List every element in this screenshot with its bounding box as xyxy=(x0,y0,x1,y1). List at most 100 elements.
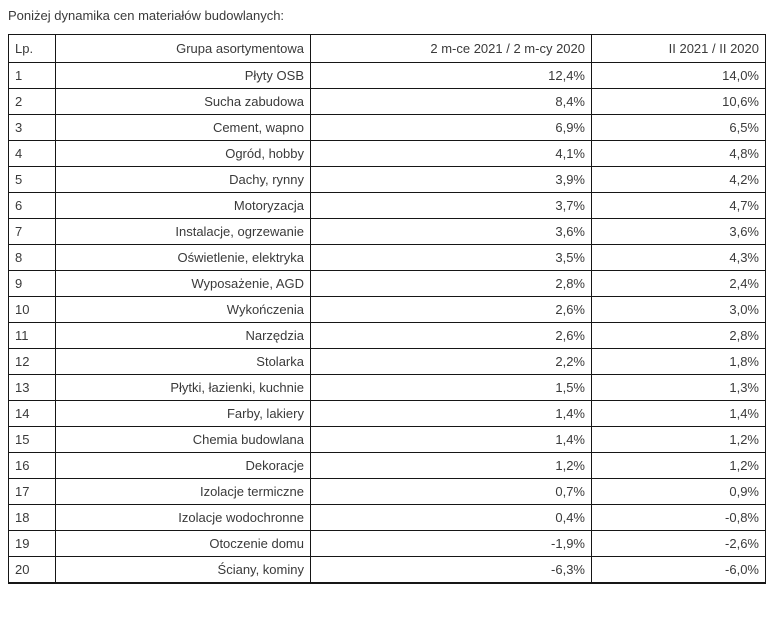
cell-group-name: Otoczenie domu xyxy=(55,530,311,557)
table-row: 13 Płytki, łazienki, kuchnie 1,5% 1,3% xyxy=(8,374,766,401)
cell-lp: 12 xyxy=(8,348,56,375)
cell-feb-change: 1,4% xyxy=(591,400,766,427)
table-row: 9 Wyposażenie, AGD 2,8% 2,4% xyxy=(8,270,766,297)
cell-2m-change: 1,4% xyxy=(310,400,592,427)
cell-group-name: Wykończenia xyxy=(55,296,311,323)
cell-feb-change: 0,9% xyxy=(591,478,766,505)
table-row: 12 Stolarka 2,2% 1,8% xyxy=(8,348,766,375)
cell-group-name: Stolarka xyxy=(55,348,311,375)
cell-lp: 18 xyxy=(8,504,56,531)
cell-feb-change: 3,0% xyxy=(591,296,766,323)
cell-2m-change: 2,2% xyxy=(310,348,592,375)
cell-2m-change: 3,7% xyxy=(310,192,592,219)
cell-feb-change: 4,7% xyxy=(591,192,766,219)
cell-lp: 16 xyxy=(8,452,56,479)
cell-group-name: Farby, lakiery xyxy=(55,400,311,427)
cell-group-name: Sucha zabudowa xyxy=(55,88,311,115)
cell-lp: 6 xyxy=(8,192,56,219)
cell-lp: 13 xyxy=(8,374,56,401)
cell-2m-change: -1,9% xyxy=(310,530,592,557)
cell-group-name: Chemia budowlana xyxy=(55,426,311,453)
cell-feb-change: 4,2% xyxy=(591,166,766,193)
price-dynamics-table: Lp. Grupa asortymentowa 2 m-ce 2021 / 2 … xyxy=(8,34,766,584)
table-row: 15 Chemia budowlana 1,4% 1,2% xyxy=(8,426,766,453)
cell-group-name: Izolacje termiczne xyxy=(55,478,311,505)
cell-2m-change: 0,4% xyxy=(310,504,592,531)
header-row: Lp. Grupa asortymentowa 2 m-ce 2021 / 2 … xyxy=(8,34,766,63)
cell-2m-change: 4,1% xyxy=(310,140,592,167)
cell-lp: 8 xyxy=(8,244,56,271)
cell-group-name: Ściany, kominy xyxy=(55,556,311,584)
cell-feb-change: -6,0% xyxy=(591,556,766,584)
cell-2m-change: 12,4% xyxy=(310,62,592,89)
cell-2m-change: 2,8% xyxy=(310,270,592,297)
table-row: 10 Wykończenia 2,6% 3,0% xyxy=(8,296,766,323)
cell-lp: 7 xyxy=(8,218,56,245)
table-row: 18 Izolacje wodochronne 0,4% -0,8% xyxy=(8,504,766,531)
header-2m-change: 2 m-ce 2021 / 2 m-cy 2020 xyxy=(310,34,592,63)
cell-2m-change: 3,6% xyxy=(310,218,592,245)
cell-2m-change: 1,2% xyxy=(310,452,592,479)
cell-feb-change: 1,2% xyxy=(591,452,766,479)
table-row: 5 Dachy, rynny 3,9% 4,2% xyxy=(8,166,766,193)
table-row: 4 Ogród, hobby 4,1% 4,8% xyxy=(8,140,766,167)
cell-lp: 3 xyxy=(8,114,56,141)
cell-feb-change: 1,8% xyxy=(591,348,766,375)
cell-2m-change: -6,3% xyxy=(310,556,592,584)
cell-lp: 5 xyxy=(8,166,56,193)
cell-2m-change: 1,5% xyxy=(310,374,592,401)
table-row: 6 Motoryzacja 3,7% 4,7% xyxy=(8,192,766,219)
cell-2m-change: 2,6% xyxy=(310,322,592,349)
cell-lp: 17 xyxy=(8,478,56,505)
cell-2m-change: 0,7% xyxy=(310,478,592,505)
table-row: 20 Ściany, kominy -6,3% -6,0% xyxy=(8,556,766,584)
cell-feb-change: 6,5% xyxy=(591,114,766,141)
cell-lp: 4 xyxy=(8,140,56,167)
cell-2m-change: 8,4% xyxy=(310,88,592,115)
cell-group-name: Płytki, łazienki, kuchnie xyxy=(55,374,311,401)
cell-feb-change: 1,3% xyxy=(591,374,766,401)
table-body: 1 Płyty OSB 12,4% 14,0% 2 Sucha zabudowa 8,4% 1… xyxy=(8,62,766,584)
cell-group-name: Instalacje, ogrzewanie xyxy=(55,218,311,245)
header-lp: Lp. xyxy=(8,34,56,63)
cell-group-name: Dachy, rynny xyxy=(55,166,311,193)
cell-feb-change: 4,8% xyxy=(591,140,766,167)
header-group-name: Grupa asortymentowa xyxy=(55,34,311,63)
cell-group-name: Izolacje wodochronne xyxy=(55,504,311,531)
cell-group-name: Wyposażenie, AGD xyxy=(55,270,311,297)
cell-feb-change: 14,0% xyxy=(591,62,766,89)
cell-2m-change: 2,6% xyxy=(310,296,592,323)
cell-feb-change: 10,6% xyxy=(591,88,766,115)
cell-lp: 14 xyxy=(8,400,56,427)
table-row: 7 Instalacje, ogrzewanie 3,6% 3,6% xyxy=(8,218,766,245)
cell-group-name: Motoryzacja xyxy=(55,192,311,219)
cell-feb-change: 1,2% xyxy=(591,426,766,453)
table-row: 17 Izolacje termiczne 0,7% 0,9% xyxy=(8,478,766,505)
cell-lp: 1 xyxy=(8,62,56,89)
cell-group-name: Narzędzia xyxy=(55,322,311,349)
cell-feb-change: 4,3% xyxy=(591,244,766,271)
cell-2m-change: 3,5% xyxy=(310,244,592,271)
table-row: 8 Oświetlenie, elektryka 3,5% 4,3% xyxy=(8,244,766,271)
cell-lp: 2 xyxy=(8,88,56,115)
cell-lp: 10 xyxy=(8,296,56,323)
cell-feb-change: 3,6% xyxy=(591,218,766,245)
cell-lp: 20 xyxy=(8,556,56,584)
cell-group-name: Ogród, hobby xyxy=(55,140,311,167)
cell-feb-change: -0,8% xyxy=(591,504,766,531)
cell-feb-change: 2,8% xyxy=(591,322,766,349)
table-row: 3 Cement, wapno 6,9% 6,5% xyxy=(8,114,766,141)
cell-lp: 19 xyxy=(8,530,56,557)
cell-lp: 9 xyxy=(8,270,56,297)
table-row: 16 Dekoracje 1,2% 1,2% xyxy=(8,452,766,479)
cell-lp: 15 xyxy=(8,426,56,453)
page-title: Poniżej dynamika cen materiałów budowlan… xyxy=(8,8,285,23)
cell-2m-change: 6,9% xyxy=(310,114,592,141)
cell-2m-change: 3,9% xyxy=(310,166,592,193)
cell-feb-change: -2,6% xyxy=(591,530,766,557)
table-row: 19 Otoczenie domu -1,9% -2,6% xyxy=(8,530,766,557)
table-row: 11 Narzędzia 2,6% 2,8% xyxy=(8,322,766,349)
cell-group-name: Dekoracje xyxy=(55,452,311,479)
table-row: 14 Farby, lakiery 1,4% 1,4% xyxy=(8,400,766,427)
